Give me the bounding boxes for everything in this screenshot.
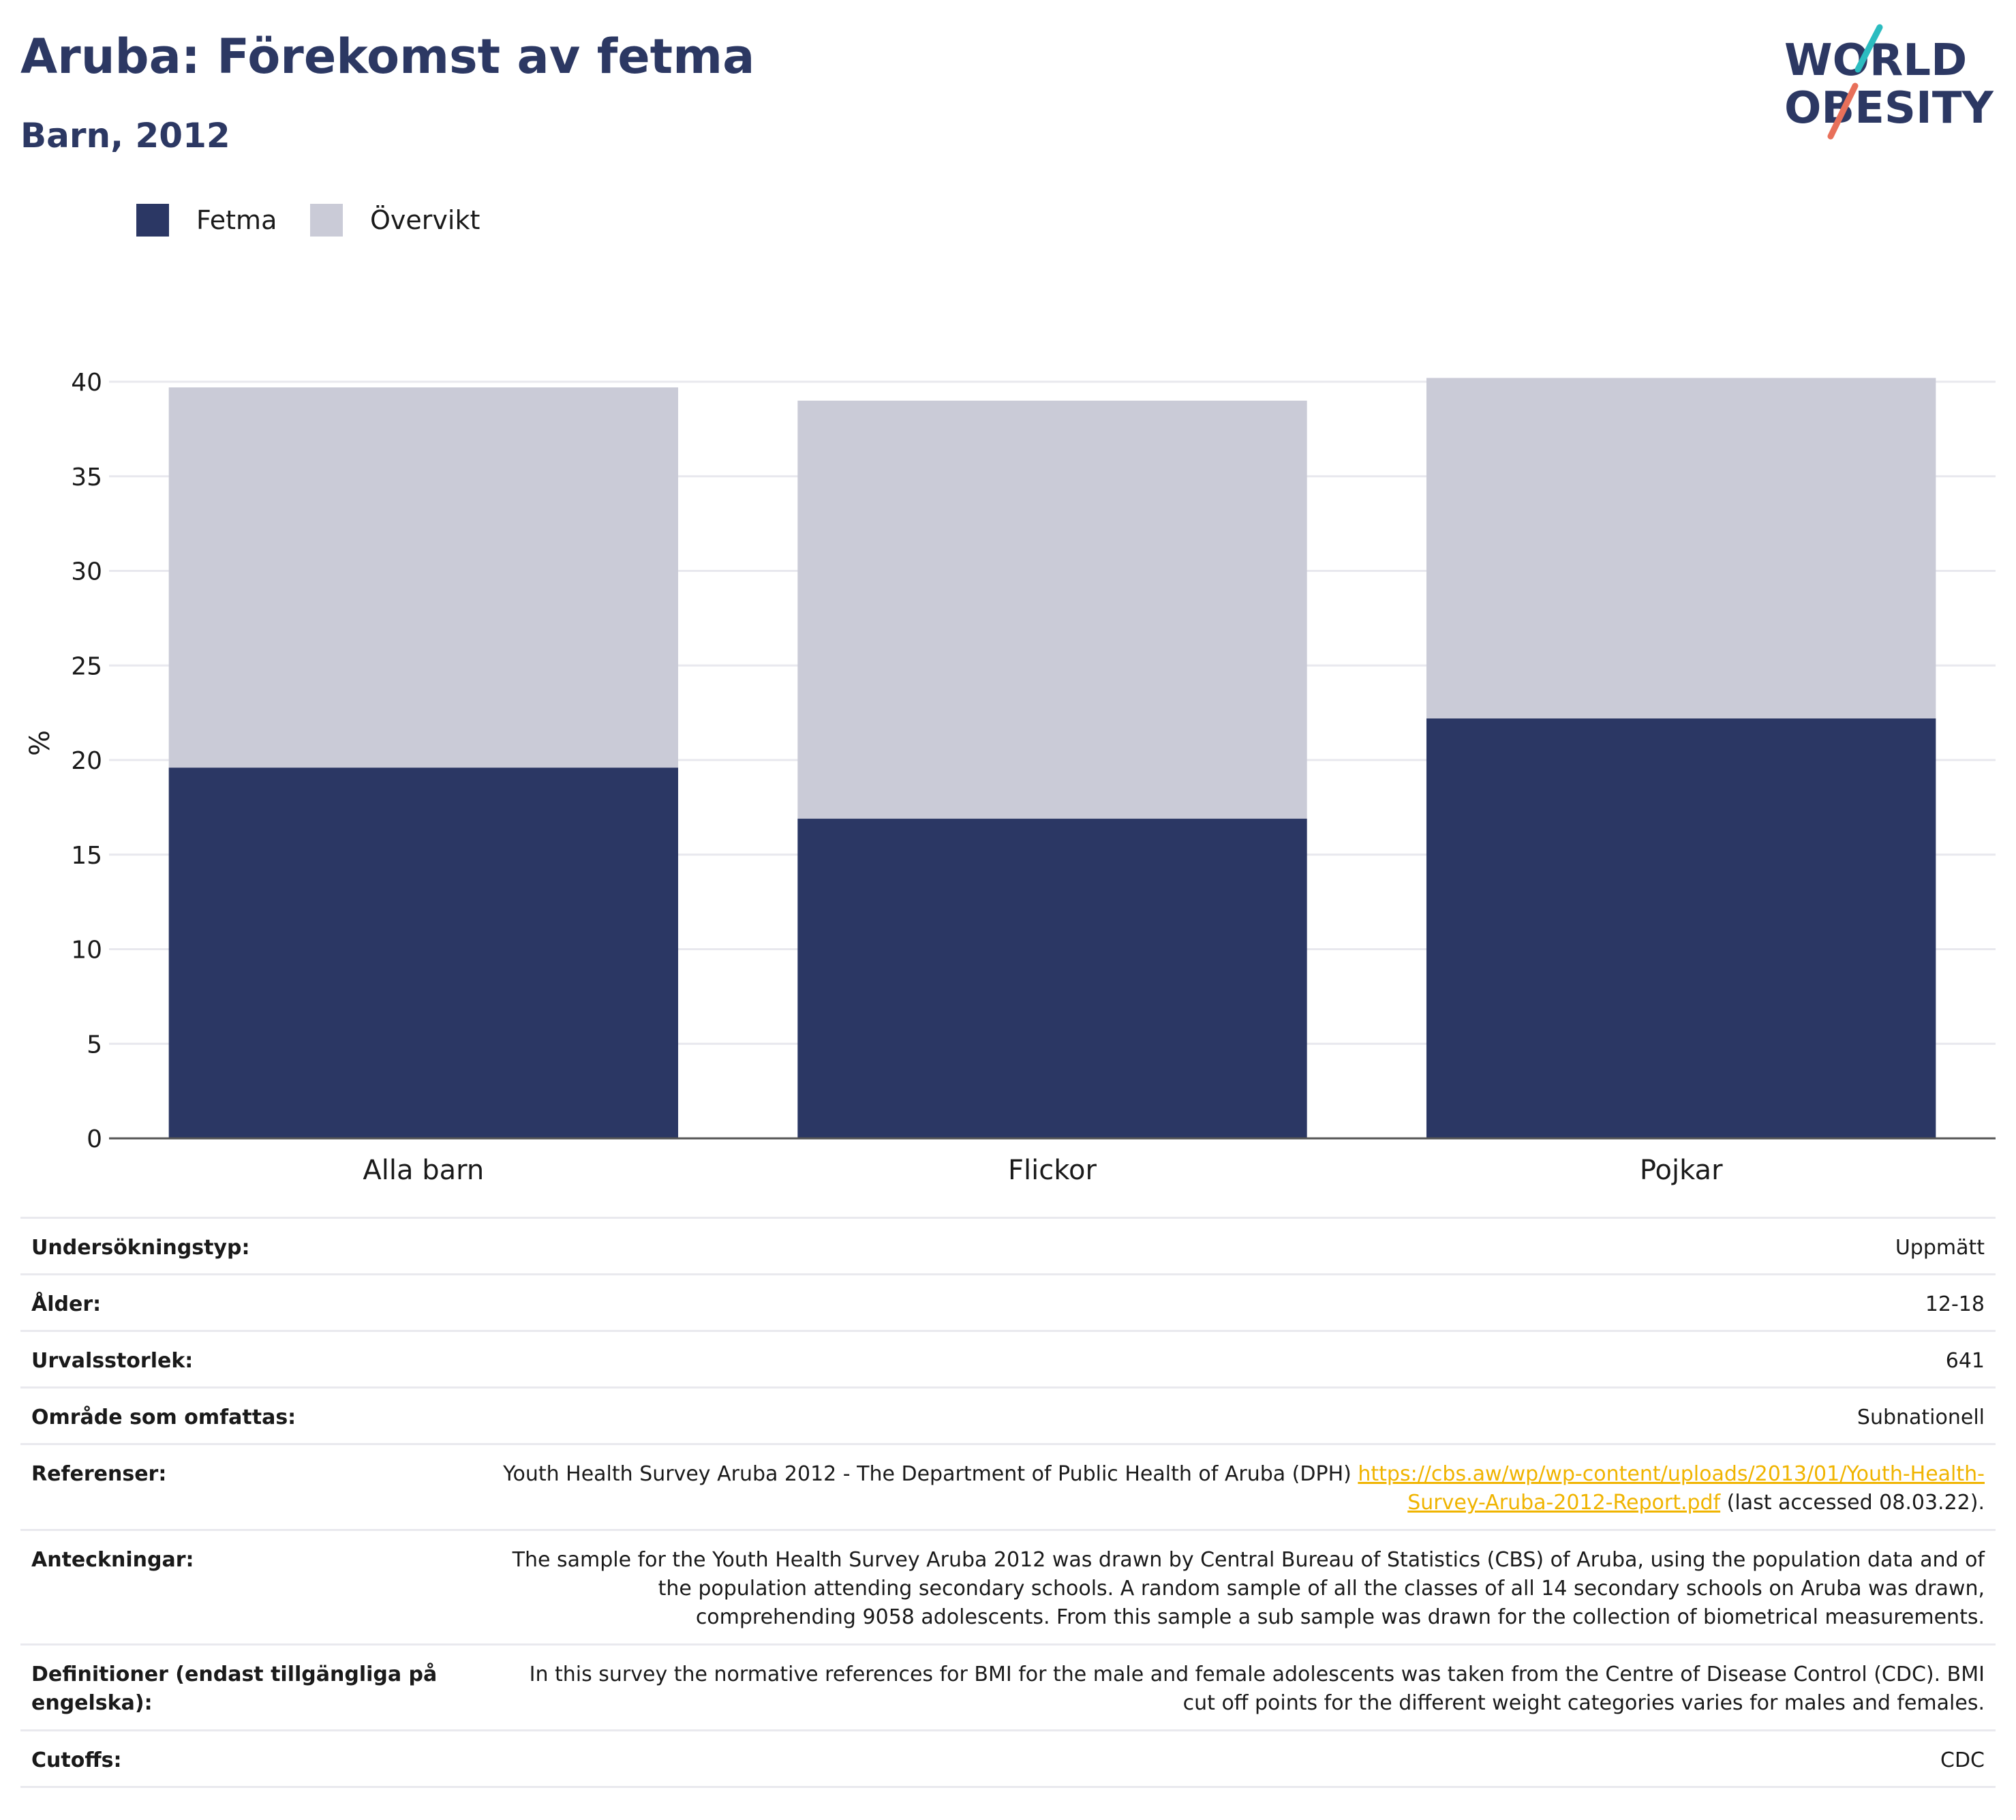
bar-fetma-2 [1426,718,1936,1138]
info-key: Referenser: [31,1462,167,1486]
info-row-sample-size: Urvalsstorlek: 641 [20,1332,1996,1389]
logo-slash-coral [1827,82,1859,140]
world-obesity-logo: WORLD OBESITY [1784,24,1994,140]
info-key: Definitioner (endast tillgängliga på eng… [31,1663,438,1715]
y-tick-label: 30 [71,558,102,586]
info-key: Undersökningstyp: [31,1236,250,1260]
info-row-definitions: Definitioner (endast tillgängliga på eng… [20,1645,1996,1731]
logo-word-obesity: OBESITY [1784,83,1994,134]
logo-slash-teal [1854,24,1883,73]
info-value: In this survey the normative references … [529,1663,1985,1715]
y-axis-title: % [25,730,56,756]
y-tick-label: 10 [71,937,102,965]
y-tick-label: 40 [71,369,102,397]
bar-fetma-1 [797,819,1307,1138]
bar-overvikt-1 [797,400,1307,819]
info-row-references: Referenser: Youth Health Survey Aruba 20… [20,1445,1996,1531]
info-key: Anteckningar: [31,1548,194,1572]
info-row-notes: Anteckningar: The sample for the Youth H… [20,1531,1996,1645]
info-value: 641 [1945,1349,1985,1373]
info-row-survey-type: Undersökningstyp: Uppmätt [20,1219,1996,1275]
bar-fetma-0 [168,768,679,1138]
info-value: Subnationell [1857,1406,1985,1429]
info-value: CDC [1940,1748,1985,1772]
y-tick-label: 20 [71,747,102,775]
y-tick-label: 0 [87,1125,102,1153]
reference-suffix: (last accessed 08.03.22). [1720,1491,1985,1515]
info-value: The sample for the Youth Health Survey A… [512,1548,1985,1629]
info-key: Urvalsstorlek: [31,1349,194,1373]
info-key: Ålder: [31,1292,102,1316]
x-category-label: Flickor [1008,1155,1097,1186]
legend-swatch-overvikt [310,204,343,237]
legend-label-overvikt: Övervikt [370,205,480,235]
legend-swatch-fetma [136,204,169,237]
info-key: Område som omfattas: [31,1406,296,1429]
info-value: 12-18 [1925,1292,1985,1316]
x-category-label: Alla barn [363,1155,484,1186]
chart-title: Aruba: Förekomst av fetma [20,29,755,85]
info-value: Uppmätt [1895,1236,1985,1260]
reference-link[interactable]: https://cbs.aw/wp/wp-content/uploads/201… [1358,1462,1985,1515]
logo-word-world: WORLD [1784,35,1967,86]
bar-overvikt-2 [1426,378,1936,718]
info-row-area: Område som omfattas: Subnationell [20,1389,1996,1445]
info-row-cutoffs: Cutoffs: CDC [20,1731,1996,1788]
info-row-age: Ålder: 12-18 [20,1275,1996,1332]
y-tick-label: 5 [87,1031,102,1059]
info-value: Youth Health Survey Aruba 2012 - The Dep… [468,1460,1985,1517]
axes: 0 5 10 15 20 25 30 35 40 Alla barn Flickor Pojkar [71,369,1996,1186]
chart-subtitle: Barn, 2012 [20,116,230,155]
metadata-table: Undersökningstyp: Uppmätt Ålder: 12-18 U… [20,1217,1996,1788]
stacked-bar-chart: 0 5 10 15 20 25 30 35 40 Alla barn Flickor Pojkar % [25,369,1996,1186]
y-tick-label: 15 [71,842,102,870]
reference-text: Youth Health Survey Aruba 2012 - The Dep… [503,1462,1358,1486]
bar-overvikt-0 [168,387,679,768]
info-key: Cutoffs: [31,1748,122,1772]
x-category-label: Pojkar [1640,1155,1723,1186]
y-tick-label: 25 [71,652,102,680]
y-tick-label: 35 [71,464,102,491]
legend-label-fetma: Fetma [196,205,277,235]
bars [168,378,1936,1138]
